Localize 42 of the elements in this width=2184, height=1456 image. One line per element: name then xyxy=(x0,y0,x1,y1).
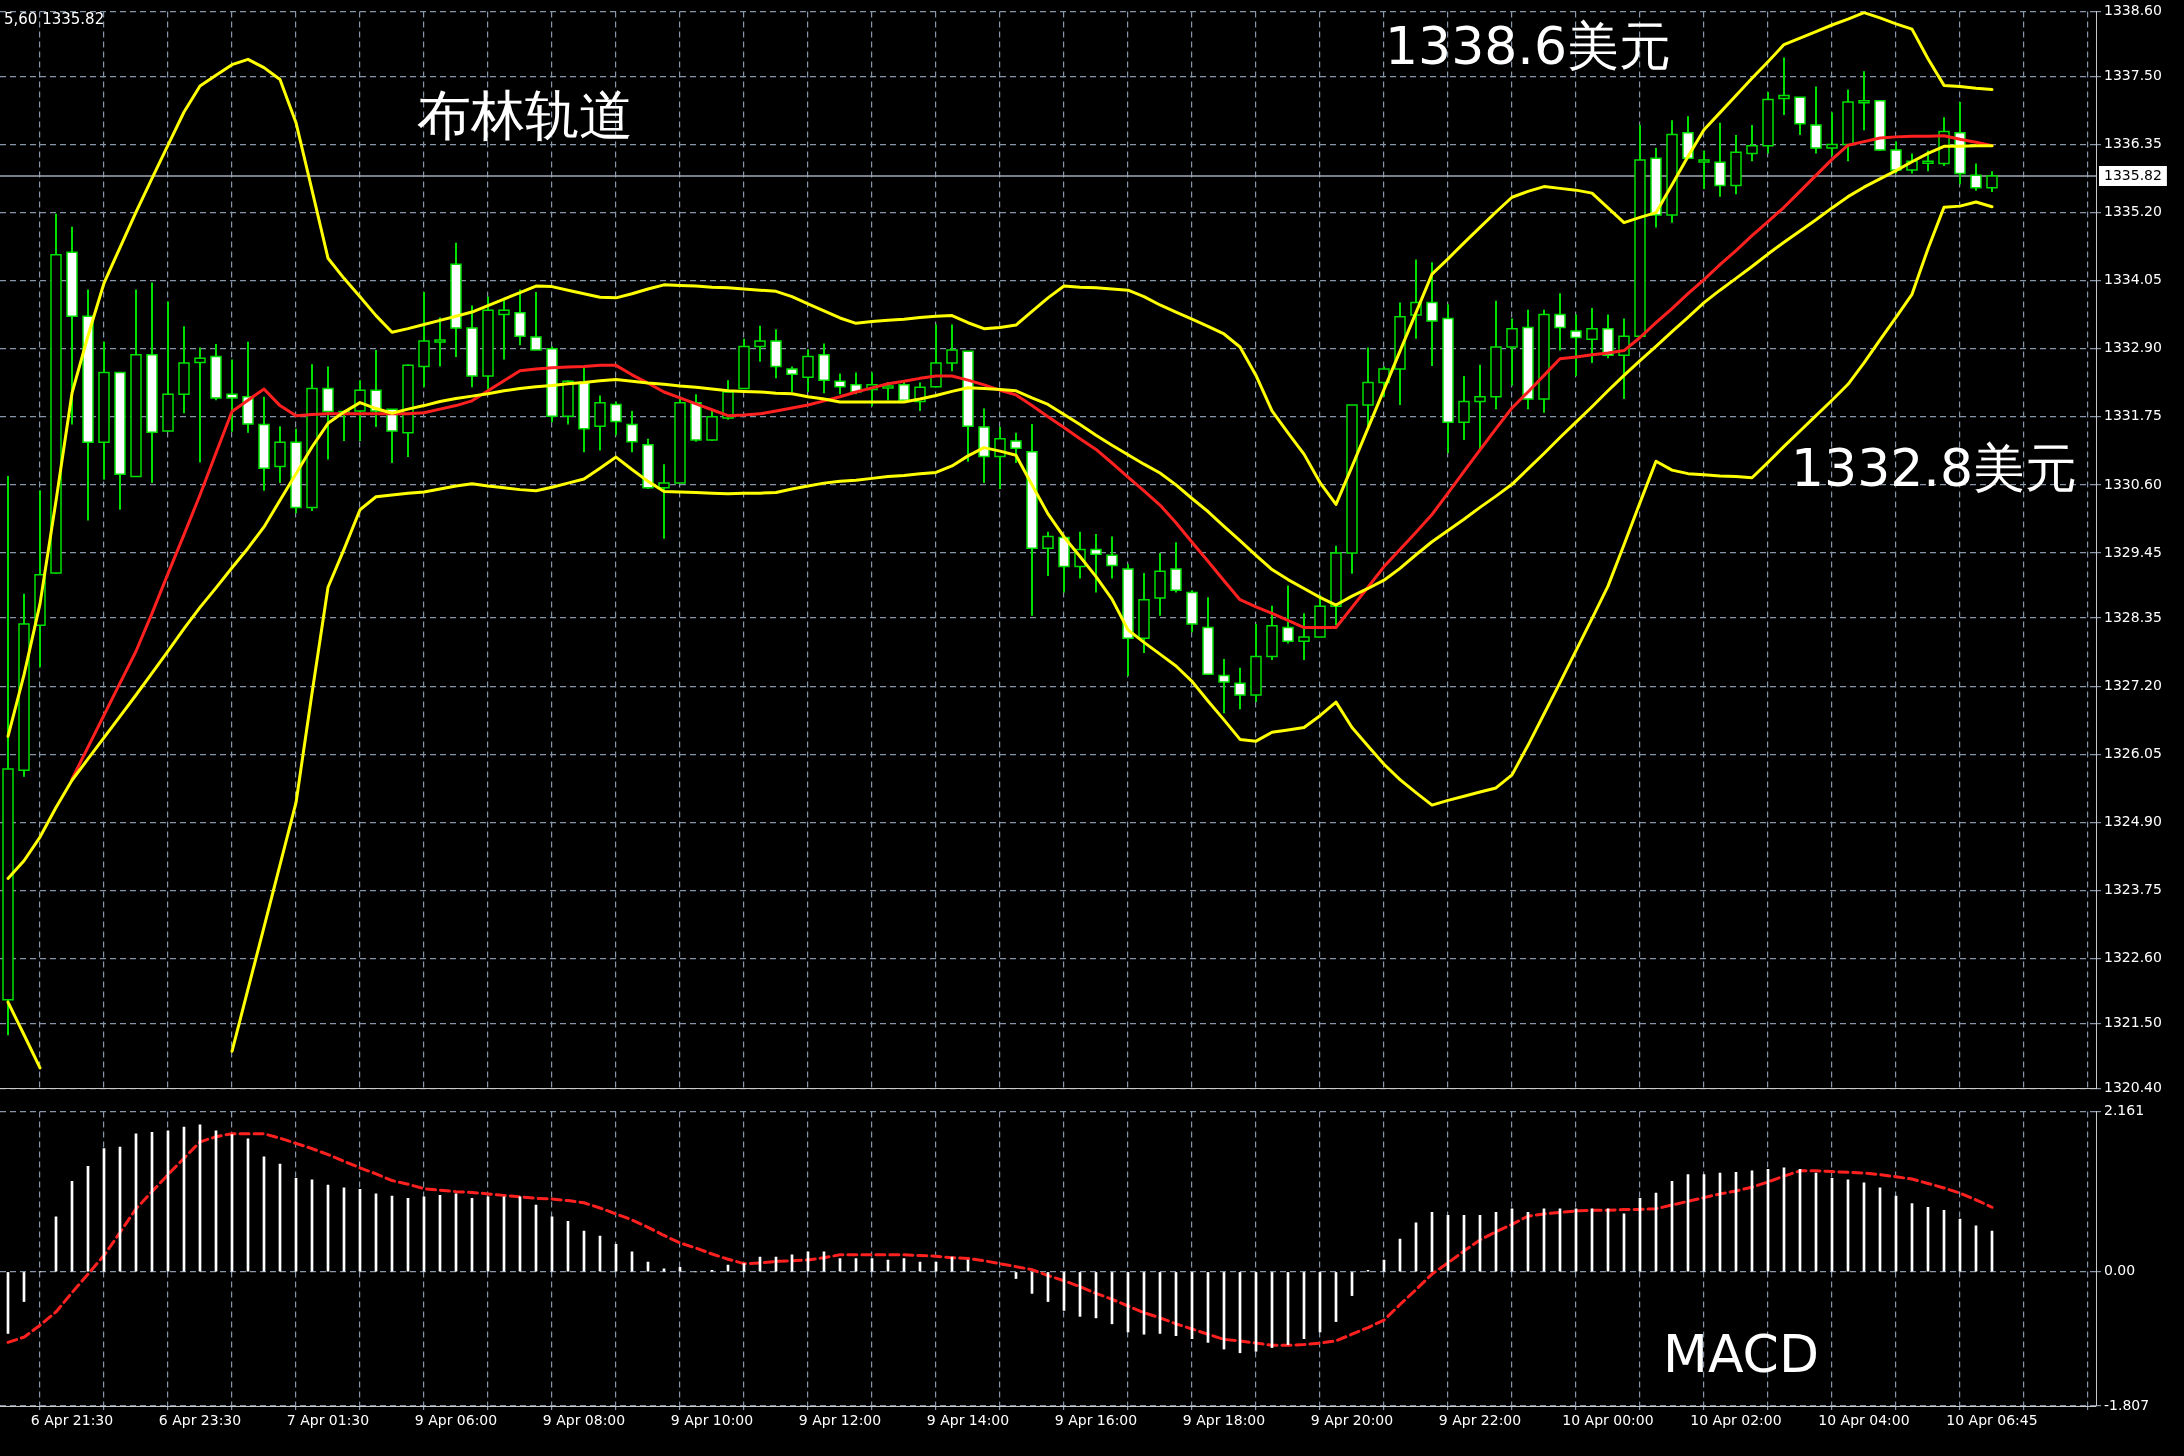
x-tick-label: 9 Apr 10:00 xyxy=(670,1412,754,1429)
y-tick-label: 1334.05 xyxy=(2104,271,2162,288)
x-tick-label: 10 Apr 04:00 xyxy=(1818,1412,1910,1429)
annotation: 5,60 1335.82 xyxy=(4,9,105,28)
x-tick-label: 9 Apr 18:00 xyxy=(1182,1412,1266,1429)
y-tick-label: 1330.60 xyxy=(2104,475,2162,492)
y-tick-label: 1326.05 xyxy=(2104,744,2162,761)
x-tick-label: 6 Apr 21:30 xyxy=(30,1412,114,1429)
y-tick-label: 1329.45 xyxy=(2104,543,2162,560)
x-tick-label: 9 Apr 16:00 xyxy=(1054,1412,1138,1429)
annotation: 1338.6美元 xyxy=(1385,15,1671,76)
y-tick-label: 1338.60 xyxy=(2104,2,2162,19)
y-tick-label: 2.161 xyxy=(2104,1102,2145,1119)
x-tick-label: 6 Apr 23:30 xyxy=(158,1412,242,1429)
y-tick-label: 1324.90 xyxy=(2104,812,2162,829)
y-tick-label: 1323.75 xyxy=(2104,880,2162,897)
x-tick-label: 9 Apr 20:00 xyxy=(1310,1412,1394,1429)
y-tick-label: 0.00 xyxy=(2104,1262,2136,1279)
x-tick-label: 9 Apr 12:00 xyxy=(798,1412,882,1429)
y-tick-label: -1.807 xyxy=(2104,1396,2150,1413)
x-tick-label: 10 Apr 02:00 xyxy=(1690,1412,1782,1429)
y-tick-label: 1331.75 xyxy=(2104,407,2162,424)
y-tick-label: 1336.35 xyxy=(2104,135,2162,152)
x-tick-label: 10 Apr 00:00 xyxy=(1562,1412,1654,1429)
y-tick-label: 1321.50 xyxy=(2104,1014,2162,1031)
x-tick-label: 9 Apr 22:00 xyxy=(1438,1412,1522,1429)
y-tick-label: 1320.40 xyxy=(2104,1079,2162,1096)
y-tick-label: 1335.20 xyxy=(2104,203,2162,220)
y-tick-label: 1328.35 xyxy=(2104,608,2162,625)
x-tick-label: 9 Apr 14:00 xyxy=(926,1412,1010,1429)
y-tick-label: 1322.60 xyxy=(2104,949,2162,966)
annotation: MACD xyxy=(1663,1323,1819,1384)
y-tick-label: 1332.90 xyxy=(2104,339,2162,356)
ref-line-label: 1335.82 xyxy=(2104,166,2162,183)
y-tick-label: 1337.50 xyxy=(2104,67,2162,84)
x-tick-label: 9 Apr 08:00 xyxy=(542,1412,626,1429)
x-tick-label: 7 Apr 01:30 xyxy=(286,1412,370,1429)
x-tick-label: 10 Apr 06:45 xyxy=(1946,1412,2038,1429)
annotation: 布林轨道 xyxy=(417,84,633,148)
x-tick-label: 9 Apr 06:00 xyxy=(414,1412,498,1429)
annotation: 1332.8美元 xyxy=(1791,437,2077,498)
y-tick-label: 1327.20 xyxy=(2104,676,2162,693)
